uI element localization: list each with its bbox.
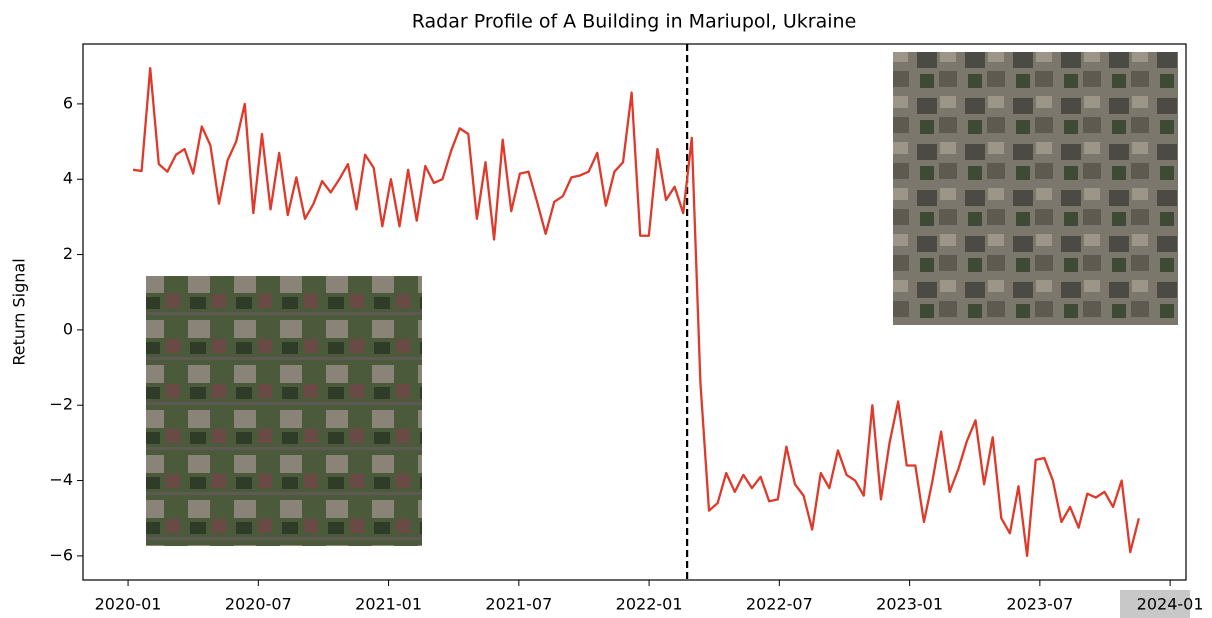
y-tick-label: 2 xyxy=(63,244,73,263)
plot-frame xyxy=(82,43,1187,581)
x-tick-label: 2022-07 xyxy=(746,595,813,614)
y-tick-label: −6 xyxy=(49,545,73,564)
signal-line xyxy=(132,66,1140,558)
x-tick-label: 2023-07 xyxy=(1006,595,1073,614)
y-tick-label: 4 xyxy=(63,169,73,188)
chart-title: Radar Profile of A Building in Mariupol,… xyxy=(412,11,857,33)
x-tick-label: 2020-07 xyxy=(225,595,292,614)
x-tick-label: 2024-01 xyxy=(1137,595,1204,614)
y-tick-label: 0 xyxy=(63,319,73,338)
inset-image-before xyxy=(146,276,422,546)
x-tick-label: 2021-07 xyxy=(485,595,552,614)
inset-image-after xyxy=(893,52,1178,325)
x-tick-label: 2020-01 xyxy=(95,595,162,614)
x-tick-label: 2022-01 xyxy=(616,595,683,614)
y-tick-label: −4 xyxy=(49,470,73,489)
y-tick-label: 6 xyxy=(63,93,73,112)
tick-highlight xyxy=(1120,590,1190,618)
x-tick-label: 2021-01 xyxy=(355,595,422,614)
x-tick-label: 2023-01 xyxy=(876,595,943,614)
y-axis-label: Return Signal xyxy=(10,258,29,365)
y-tick-label: −2 xyxy=(49,395,73,414)
